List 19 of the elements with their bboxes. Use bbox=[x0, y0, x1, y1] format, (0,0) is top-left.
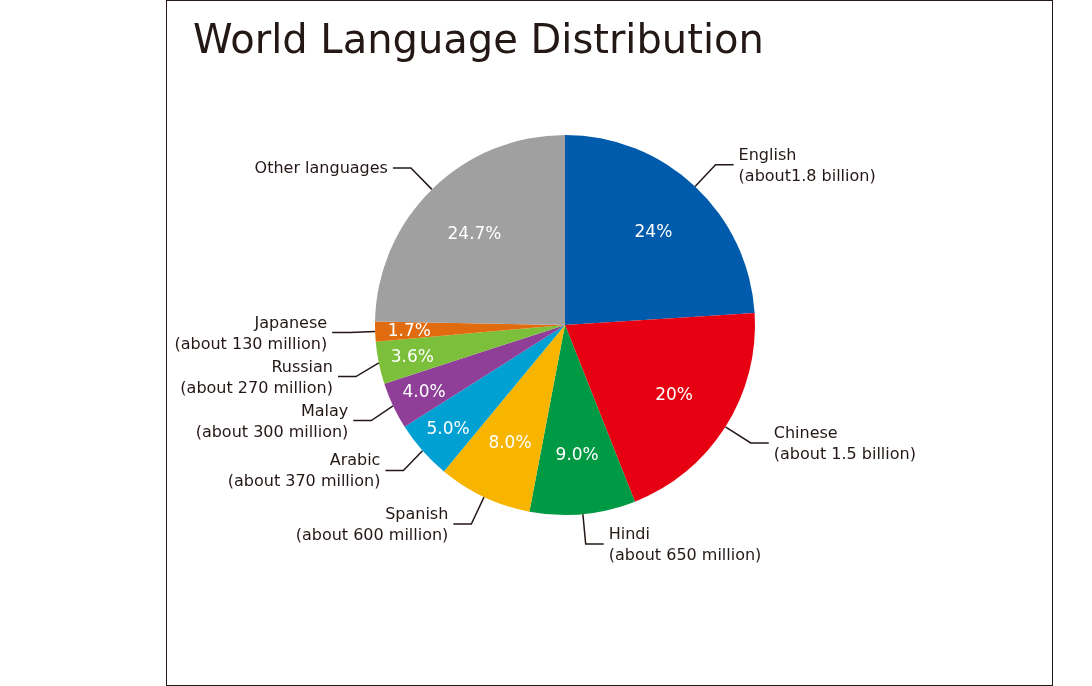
slice-label: Arabic (about 370 million) bbox=[227, 450, 381, 491]
slice-label: Russian (about 270 million) bbox=[180, 356, 333, 397]
data-label: 20% bbox=[655, 384, 693, 405]
data-label: 24% bbox=[634, 220, 673, 241]
data-label: 24.7% bbox=[447, 222, 502, 243]
data-label: 4.0% bbox=[402, 381, 446, 402]
data-label: 1.7% bbox=[387, 320, 431, 341]
data-label: 8.0% bbox=[488, 431, 532, 452]
slice-label: Other languages bbox=[254, 158, 388, 178]
data-label: 9.0% bbox=[555, 443, 599, 464]
data-label: 3.6% bbox=[390, 346, 434, 367]
chart-title: World Language Distribution bbox=[193, 16, 764, 62]
slice-label: Spanish (about 600 million) bbox=[295, 504, 449, 545]
slice-label: English (about1.8 billion) bbox=[738, 144, 876, 185]
slice-label: Hindi (about 650 million) bbox=[608, 524, 762, 565]
slice-label: Chinese (about 1.5 billion) bbox=[773, 422, 916, 463]
slice-label: Malay (about 300 million) bbox=[195, 400, 349, 441]
data-label: 5.0% bbox=[426, 418, 470, 439]
slice-label: Japanese (about 130 million) bbox=[174, 312, 328, 353]
